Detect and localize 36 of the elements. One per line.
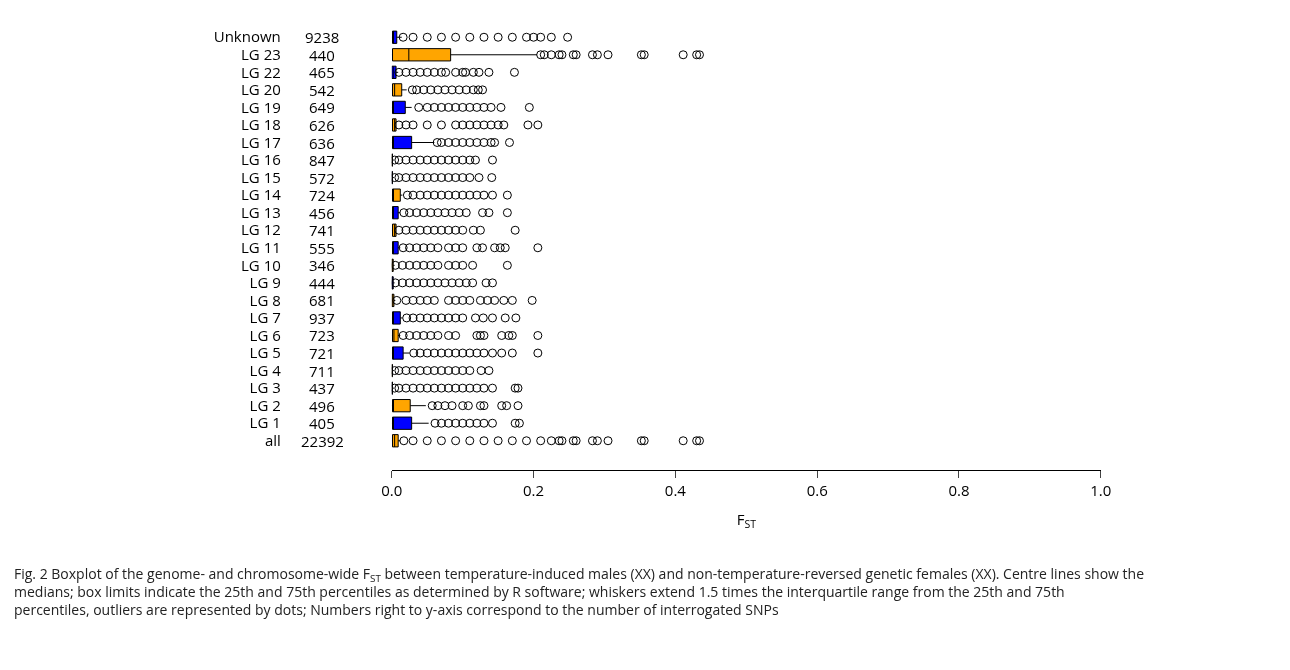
y-tick-label: Unknown bbox=[213, 26, 281, 47]
y2-tick-label: 437 bbox=[309, 378, 335, 398]
y2-tick-label: 440 bbox=[309, 45, 335, 65]
y2-tick-label: 649 bbox=[309, 97, 335, 117]
y-tick-label: LG 12 bbox=[241, 219, 281, 240]
x-tick-label: 0.8 bbox=[948, 480, 970, 500]
y2-tick-label: 741 bbox=[309, 220, 335, 240]
y-tick-label: LG 1 bbox=[249, 412, 281, 433]
y2-tick-label: 346 bbox=[309, 255, 335, 275]
y2-tick-label: 456 bbox=[309, 203, 335, 223]
y2-tick-label: 542 bbox=[309, 80, 335, 100]
y2-tick-label: 636 bbox=[309, 133, 335, 153]
y2-tick-label: 681 bbox=[309, 290, 335, 310]
y2-tick-label: 555 bbox=[309, 238, 335, 258]
y2-tick-label: 9238 bbox=[305, 27, 340, 47]
x-tick-label: 0.2 bbox=[523, 480, 545, 500]
y2-tick-label: 626 bbox=[309, 115, 335, 135]
x-tick-label: 0.4 bbox=[664, 480, 687, 500]
y2-tick-label: 723 bbox=[309, 325, 335, 345]
y-tick-label: all bbox=[264, 430, 281, 451]
y2-tick-label: 444 bbox=[309, 273, 336, 293]
y2-tick-label: 496 bbox=[309, 396, 335, 416]
x-tick-label: 0.6 bbox=[806, 480, 828, 500]
y2-tick-label: 465 bbox=[309, 62, 335, 82]
y2-tick-label: 937 bbox=[309, 308, 335, 328]
y2-tick-label: 22392 bbox=[301, 431, 344, 451]
y2-tick-label: 724 bbox=[309, 185, 336, 205]
y2-tick-label: 405 bbox=[309, 413, 335, 433]
y2-tick-label: 572 bbox=[309, 168, 335, 188]
y2-tick-label: 847 bbox=[309, 150, 335, 170]
caption: Fig. 2 Boxplot of the genome- and chromosome-wide F$_{ST}$ between temperature-induced males (XX) and non-temperature-reversed genetic females (XX). Centre lines show the medians; box limits indicate the 25th and 75th percentiles as determined by R software; whiskers extend 1.5 times the interquartile range from the 25th and 75th percentiles, outliers are represented by dots; Numbers right to y-axis correspond to the number of interrogated SNPs bbox=[14, 564, 1145, 620]
y2-tick-label: 711 bbox=[309, 361, 335, 381]
x-axis-title: F$_{ST}$ bbox=[736, 509, 757, 532]
x-tick-label: 1.0 bbox=[1090, 480, 1112, 500]
y2-tick-label: 721 bbox=[309, 343, 335, 363]
x-tick-label: 0.0 bbox=[381, 480, 403, 500]
